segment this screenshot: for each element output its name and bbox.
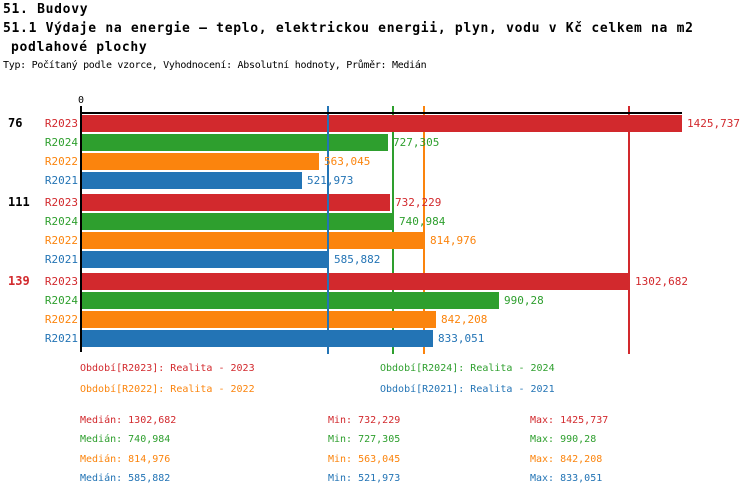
median-line-r2022 <box>423 106 425 354</box>
bar-r2024 <box>82 134 388 151</box>
bar-value-label: 842,208 <box>441 313 488 326</box>
bar-series-label: R2024 <box>44 294 78 307</box>
bar-value-label: 563,045 <box>324 155 371 168</box>
stat-min-r2022: Min: 563,045 <box>328 454 401 465</box>
legend-item-r2024: Období[R2024]: Realita - 2024 <box>380 363 555 374</box>
bar-r2021 <box>82 251 329 268</box>
bar-r2022 <box>82 153 319 170</box>
report-subtitle: 51.1 Výdaje na energie – teplo, elektric… <box>3 21 694 36</box>
group-label: 76 <box>8 116 23 130</box>
bar-value-label: 1425,737 <box>687 117 740 130</box>
median-line-r2023 <box>628 106 630 354</box>
bar-series-label: R2024 <box>44 215 78 228</box>
axis-zero-label: 0 <box>77 95 85 106</box>
bar-value-label: 521,973 <box>307 174 354 187</box>
median-line-r2021 <box>327 106 329 354</box>
bar-value-label: 732,229 <box>395 196 442 209</box>
bar-r2023 <box>82 273 630 290</box>
bar-r2023 <box>82 194 390 211</box>
bar-series-label: R2022 <box>44 313 78 326</box>
bar-value-label: 814,976 <box>430 234 477 247</box>
stat-min-r2023: Min: 732,229 <box>328 415 401 426</box>
bar-series-label: R2021 <box>44 253 78 266</box>
report-meta: Typ: Počítaný podle vzorce, Vyhodnocení:… <box>3 60 427 71</box>
bar-series-label: R2023 <box>44 275 78 288</box>
bar-series-label: R2024 <box>44 136 78 149</box>
stat-median-r2022: Medián: 814,976 <box>80 454 171 465</box>
legend-item-r2022: Období[R2022]: Realita - 2022 <box>80 384 255 395</box>
bar-series-label: R2023 <box>44 196 78 209</box>
median-line-r2024 <box>392 106 394 354</box>
bar-value-label: 833,051 <box>438 332 485 345</box>
stat-median-r2024: Medián: 740,984 <box>80 434 171 445</box>
group-label: 111 <box>8 195 30 209</box>
bar-series-label: R2023 <box>44 117 78 130</box>
stat-median-r2021: Medián: 585,882 <box>80 473 171 484</box>
bar-r2021 <box>82 172 302 189</box>
bar-r2023 <box>82 115 682 132</box>
bar-series-label: R2022 <box>44 234 78 247</box>
bar-value-label: 740,984 <box>399 215 446 228</box>
stat-max-r2023: Max: 1425,737 <box>530 415 609 426</box>
bar-r2024 <box>82 213 394 230</box>
stat-min-r2021: Min: 521,973 <box>328 473 401 484</box>
bar-r2024 <box>82 292 499 309</box>
x-axis-line <box>80 112 682 114</box>
bar-value-label: 990,28 <box>504 294 544 307</box>
stat-max-r2021: Max: 833,051 <box>530 473 603 484</box>
bar-value-label: 1302,682 <box>635 275 688 288</box>
report-subtitle-cont: podlahové plochy <box>11 40 148 55</box>
legend-item-r2023: Období[R2023]: Realita - 2023 <box>80 363 255 374</box>
bar-value-label: 727,305 <box>393 136 440 149</box>
bar-chart: 0 76 R2023 1425,737 R2024 727,305 R2022 563,045… <box>8 95 740 354</box>
bar-r2021 <box>82 330 433 347</box>
bar-value-label: 585,882 <box>334 253 381 266</box>
y-axis-line <box>80 106 82 352</box>
group-label: 139 <box>8 274 30 288</box>
bar-r2022 <box>82 232 425 249</box>
bar-series-label: R2021 <box>44 174 78 187</box>
bar-r2022 <box>82 311 436 328</box>
stat-max-r2024: Max: 990,28 <box>530 434 597 445</box>
report-title: 51. Budovy <box>3 2 89 17</box>
bar-series-label: R2022 <box>44 155 78 168</box>
stat-min-r2024: Min: 727,305 <box>328 434 401 445</box>
bar-series-label: R2021 <box>44 332 78 345</box>
stat-median-r2023: Medián: 1302,682 <box>80 415 177 426</box>
legend-item-r2021: Období[R2021]: Realita - 2021 <box>380 384 555 395</box>
stat-max-r2022: Max: 842,208 <box>530 454 603 465</box>
